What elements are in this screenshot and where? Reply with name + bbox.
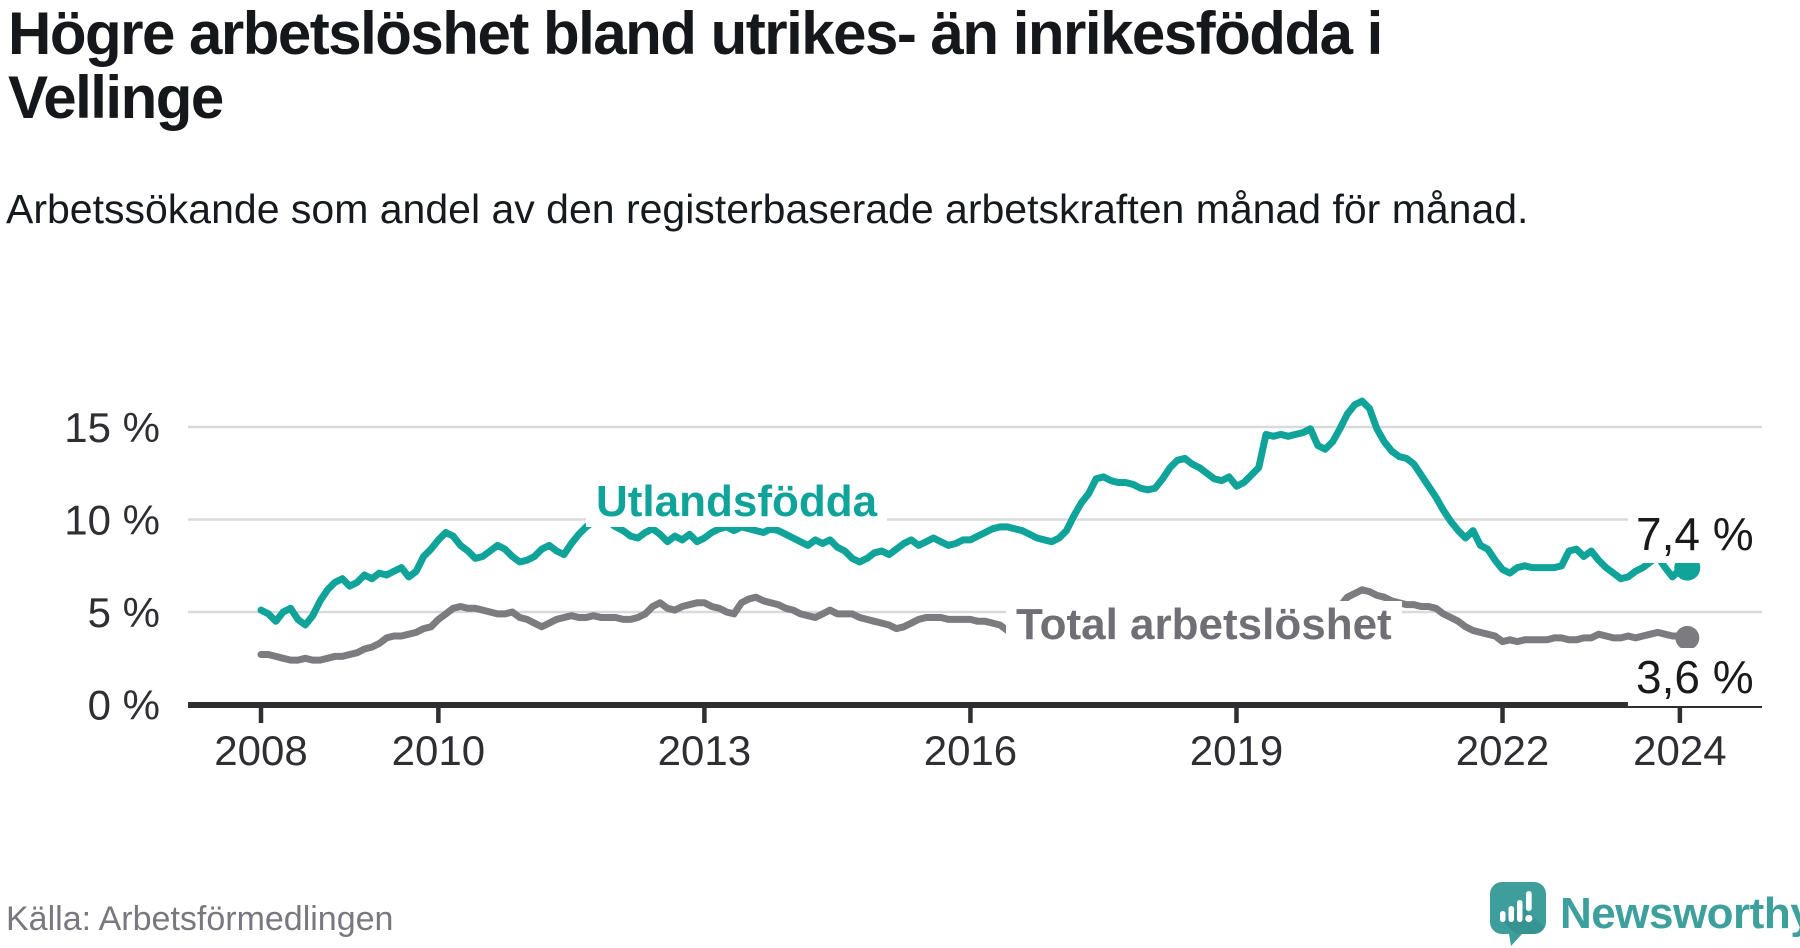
series-line-utlandsfodda [257, 397, 1691, 629]
end-value-label-utlandsfodda: 7,4 % [1628, 505, 1762, 563]
logo-bar-2 [1508, 906, 1514, 922]
newsworthy-logo: Newsworthy [1490, 882, 1800, 946]
y-tick-label-15: 15 % [64, 404, 160, 451]
x-tick-label-2024: 2024 [1633, 727, 1726, 774]
logo-bar-3 [1517, 900, 1523, 922]
newsworthy-logo-icon [1490, 882, 1546, 946]
logo-bar-1 [1500, 911, 1506, 922]
x-tick-label-2016: 2016 [924, 727, 1017, 774]
x-tick-label-2010: 2010 [392, 727, 485, 774]
logo-exclamation-dot [1525, 914, 1533, 923]
chart-title: Högre arbetslöshet bland utrikes- än inr… [8, 0, 1383, 132]
series-label-utlandsfodda: Utlandsfödda [586, 478, 888, 527]
y-tick-label-0: 0 % [88, 682, 160, 729]
series-line-total-arbetsloshet [257, 586, 1691, 664]
x-tick-label-2022: 2022 [1456, 727, 1549, 774]
series-end-dot-total-arbetsloshet [1675, 625, 1700, 650]
x-tick-label-2013: 2013 [658, 727, 751, 774]
y-tick-label-10: 10 % [64, 497, 160, 544]
logo-exclamation-bar [1526, 891, 1532, 911]
newsworthy-logo-text: Newsworthy [1560, 889, 1800, 938]
end-value-label-total: 3,6 % [1628, 648, 1762, 706]
source-text: Källa: Arbetsförmedlingen [6, 900, 394, 938]
x-tick-label-2008: 2008 [214, 727, 307, 774]
y-tick-label-5: 5 % [88, 589, 160, 636]
chart-subtitle: Arbetssökande som andel av den registerb… [6, 186, 1529, 232]
x-tick-label-2019: 2019 [1190, 727, 1283, 774]
series-label-total-arbetsloshet: Total arbetslöshet [1006, 601, 1402, 650]
